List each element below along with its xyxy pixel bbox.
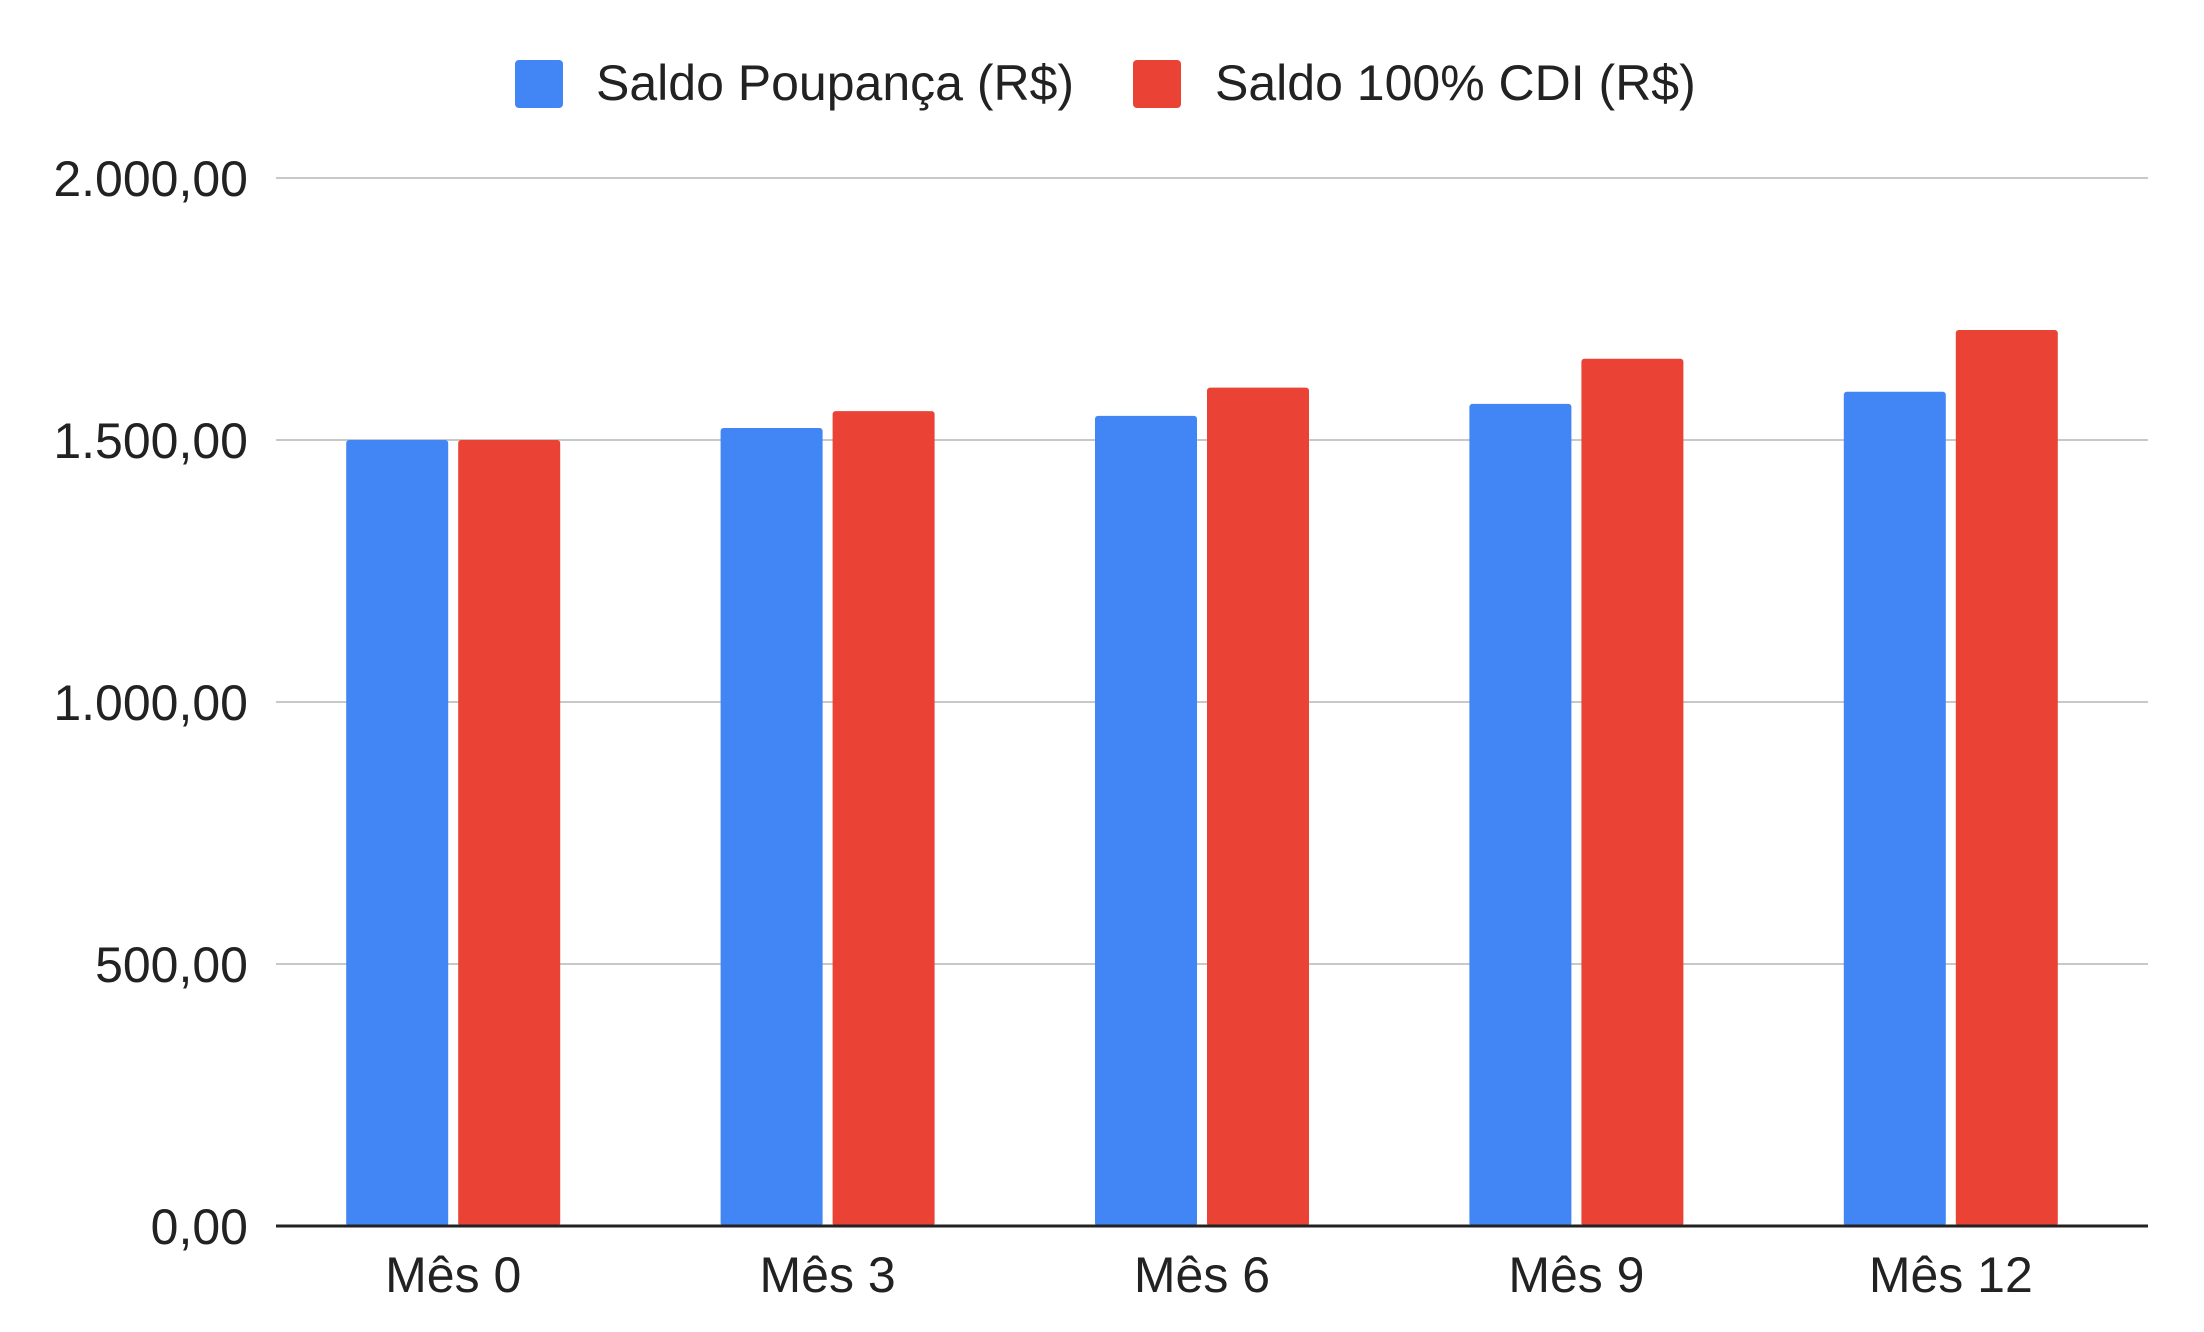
x-tick-label: Mês 6 — [1134, 1247, 1270, 1303]
x-tick-label: Mês 9 — [1508, 1247, 1644, 1303]
bar — [1207, 387, 1309, 1227]
bar — [346, 440, 449, 1226]
x-tick-label: Mês 3 — [760, 1247, 896, 1303]
bar — [832, 411, 935, 1226]
bar — [1581, 358, 1684, 1226]
legend-label: Saldo Poupança (R$) — [596, 55, 1074, 111]
y-tick-label: 2.000,00 — [53, 151, 248, 207]
legend-label: Saldo 100% CDI (R$) — [1215, 55, 1696, 111]
legend-swatch — [515, 60, 563, 108]
y-tick-label: 0,00 — [151, 1199, 248, 1255]
legend: Saldo Poupança (R$) Saldo 100% CDI (R$) — [515, 55, 1696, 111]
bar — [1469, 403, 1572, 1226]
bars-layer — [346, 329, 2058, 1227]
bar — [1095, 415, 1197, 1226]
bar — [458, 440, 561, 1226]
bar — [1955, 329, 2058, 1227]
bar — [720, 427, 823, 1226]
y-tick-label: 1.000,00 — [53, 675, 248, 731]
x-tick-label: Mês 0 — [385, 1247, 521, 1303]
x-tick-label: Mês 12 — [1869, 1247, 2033, 1303]
legend-swatch — [1133, 60, 1181, 108]
y-tick-label: 500,00 — [95, 937, 248, 993]
bar — [1843, 391, 1946, 1226]
y-tick-label: 1.500,00 — [53, 413, 248, 469]
axis-layer: 0,00 500,00 1.000,00 1.500,00 2.000,00 Mês 0 M… — [53, 151, 2148, 1303]
